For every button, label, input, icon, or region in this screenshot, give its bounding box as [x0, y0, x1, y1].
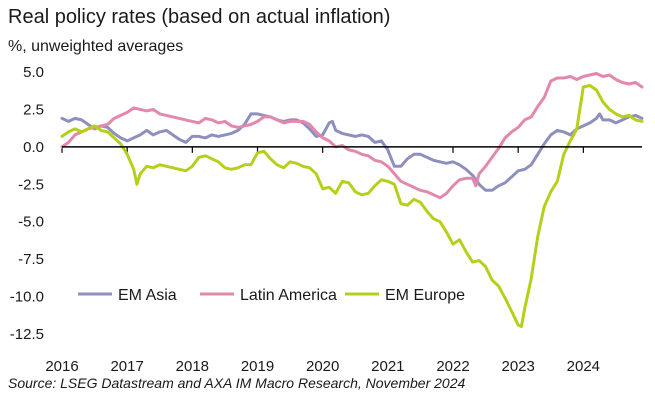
x-axis-ticks: 2016 2017 2018 2019 2020 2021 2022 2023 2024 — [45, 146, 600, 375]
y-tick-label: 2.5 — [23, 101, 44, 118]
chart-subtitle: %, unweighted averages — [8, 38, 184, 55]
x-tick-label: 2021 — [371, 358, 404, 375]
legend: EM Asia Latin America EM Europe — [78, 287, 465, 304]
series-line-em-asia — [60, 112, 644, 192]
x-tick-label: 2023 — [501, 358, 534, 375]
legend-label-latin-america: Latin America — [240, 287, 337, 304]
source-note: Source: LSEG Datastream and AXA IM Macro… — [8, 375, 466, 391]
y-tick-label: 0.0 — [23, 139, 44, 156]
x-tick-label: 2016 — [45, 358, 78, 375]
y-axis-ticks: 5.0 2.5 0.0 -2.5 -5.0 -7.5 -10.0 -12.5 — [10, 64, 44, 343]
y-tick-label: -2.5 — [18, 176, 44, 193]
chart-title: Real policy rates (based on actual infla… — [8, 6, 391, 28]
legend-label-em-europe: EM Europe — [385, 287, 465, 304]
y-tick-label: 5.0 — [23, 64, 44, 81]
series-line-em-europe — [60, 84, 644, 328]
x-tick-label: 2020 — [306, 358, 339, 375]
x-tick-label: 2019 — [241, 358, 274, 375]
series-line-latin-america — [60, 72, 644, 200]
x-tick-label: 2017 — [110, 358, 143, 375]
series-lines — [60, 72, 644, 328]
legend-label-em-asia: EM Asia — [118, 287, 177, 304]
x-tick-label: 2022 — [436, 358, 469, 375]
y-tick-label: -7.5 — [18, 251, 44, 268]
y-tick-label: -5.0 — [18, 214, 44, 231]
x-tick-label: 2018 — [176, 358, 209, 375]
x-tick-label: 2024 — [567, 358, 600, 375]
y-tick-label: -10.0 — [10, 289, 44, 306]
y-tick-label: -12.5 — [10, 326, 44, 343]
